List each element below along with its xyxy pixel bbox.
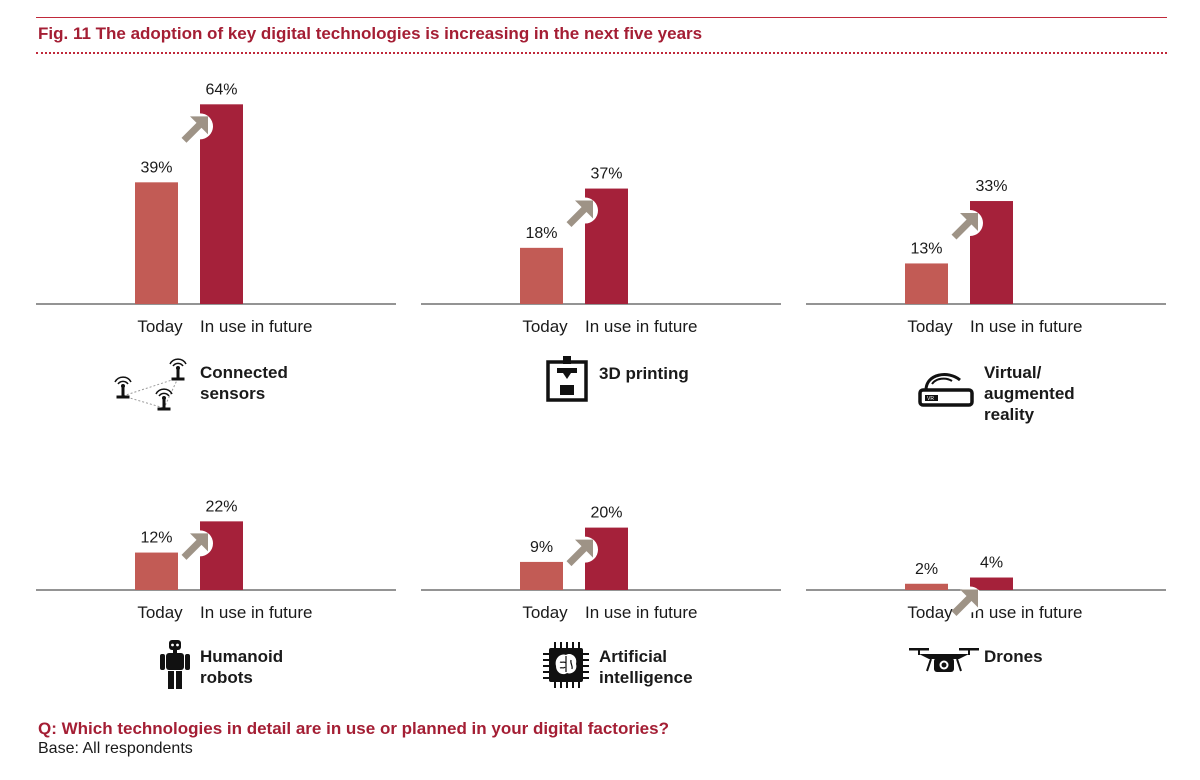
connected-sensors-icon — [108, 352, 198, 427]
data-label: 12% — [140, 530, 172, 547]
technology-label: Artificial intelligence — [599, 647, 693, 687]
data-label: 13% — [910, 240, 942, 257]
bar-chart: 13% 33% Today In use in future — [806, 178, 1166, 336]
bar-today — [905, 263, 948, 304]
data-label: 20% — [590, 505, 622, 522]
panel-humanoid-robots: 12% 22% Today In use in future Humanoid rob… — [36, 0, 396, 689]
category-label: Today — [137, 603, 183, 622]
category-label: Today — [137, 317, 183, 336]
category-label: In use in future — [585, 317, 697, 336]
growth-arrow-icon — [951, 586, 983, 616]
data-label: 39% — [140, 159, 172, 176]
growth-arrow-icon — [951, 210, 983, 240]
category-label: In use in future — [970, 317, 1082, 336]
growth-arrow-icon — [566, 536, 598, 567]
data-label: 22% — [205, 498, 237, 515]
technology-label: Drones — [984, 647, 1043, 666]
drone-icon — [909, 645, 979, 680]
data-label: 2% — [915, 561, 938, 578]
svg-text:VR: VR — [927, 396, 934, 402]
bar-today — [135, 182, 178, 304]
bar-today — [520, 247, 563, 304]
category-label: Today — [522, 317, 568, 336]
category-label: In use in future — [200, 603, 312, 622]
bar-chart: 9% 20% Today In use in future — [421, 505, 781, 622]
bar-today — [520, 561, 563, 590]
technology-label: Connected sensors — [200, 363, 288, 403]
technology-label: Virtual/ augmented reality — [984, 363, 1075, 424]
category-label: In use in future — [200, 317, 312, 336]
category-label: In use in future — [585, 603, 697, 622]
category-label: Today — [907, 317, 953, 336]
panel-connected-sensors: 39% 64% Today In use in future Connected se… — [36, 0, 396, 411]
panel-3d-printing: 18% 37% Today In use in future 3D printing — [421, 0, 781, 402]
robot-icon — [160, 640, 190, 695]
bar-today — [135, 552, 178, 590]
data-label: 37% — [590, 166, 622, 183]
bar-chart: 12% 22% Today In use in future — [36, 498, 396, 622]
bar-future — [970, 577, 1013, 590]
technology-label: 3D printing — [599, 364, 689, 383]
panel-drones: 2% 4% Today In use in future Drones — [806, 0, 1166, 672]
bar-today — [905, 583, 948, 590]
bar-chart: 39% 64% Today In use in future — [36, 81, 396, 336]
data-label: 33% — [975, 178, 1007, 195]
survey-question: Q: Which technologies in detail are in u… — [38, 719, 669, 738]
technology-label: Humanoid robots — [200, 647, 284, 687]
data-label: 4% — [980, 555, 1003, 572]
vr-headset-icon: VR — [918, 370, 976, 413]
growth-arrow-icon — [181, 113, 213, 143]
bar-future — [200, 521, 243, 590]
bar-future — [200, 104, 243, 304]
data-label: 18% — [525, 225, 557, 242]
3d-printer-icon — [545, 356, 589, 409]
panel-artificial-intelligence: 9% 20% Today In use in future Artificial in… — [421, 0, 781, 688]
dotted-rule — [36, 52, 1167, 54]
base-note: Base: All respondents — [38, 740, 193, 757]
category-label: In use in future — [970, 603, 1082, 622]
category-label: Today — [522, 603, 568, 622]
bar-chart: 2% 4% Today In use in future — [806, 555, 1166, 622]
bar-chart: 18% 37% Today In use in future — [421, 166, 781, 336]
category-label: Today — [907, 603, 953, 622]
data-label: 9% — [530, 539, 553, 556]
top-rule — [36, 17, 1167, 18]
panel-virtual-augmented-reality: 13% 33% Today In use in future VR Virtual/ … — [806, 0, 1166, 424]
growth-arrow-icon — [181, 530, 213, 560]
figure-title: Fig. 11 The adoption of key digital tech… — [38, 24, 703, 43]
growth-arrow-icon — [566, 197, 598, 228]
ai-chip-icon — [543, 642, 589, 693]
data-label: 64% — [205, 81, 237, 98]
